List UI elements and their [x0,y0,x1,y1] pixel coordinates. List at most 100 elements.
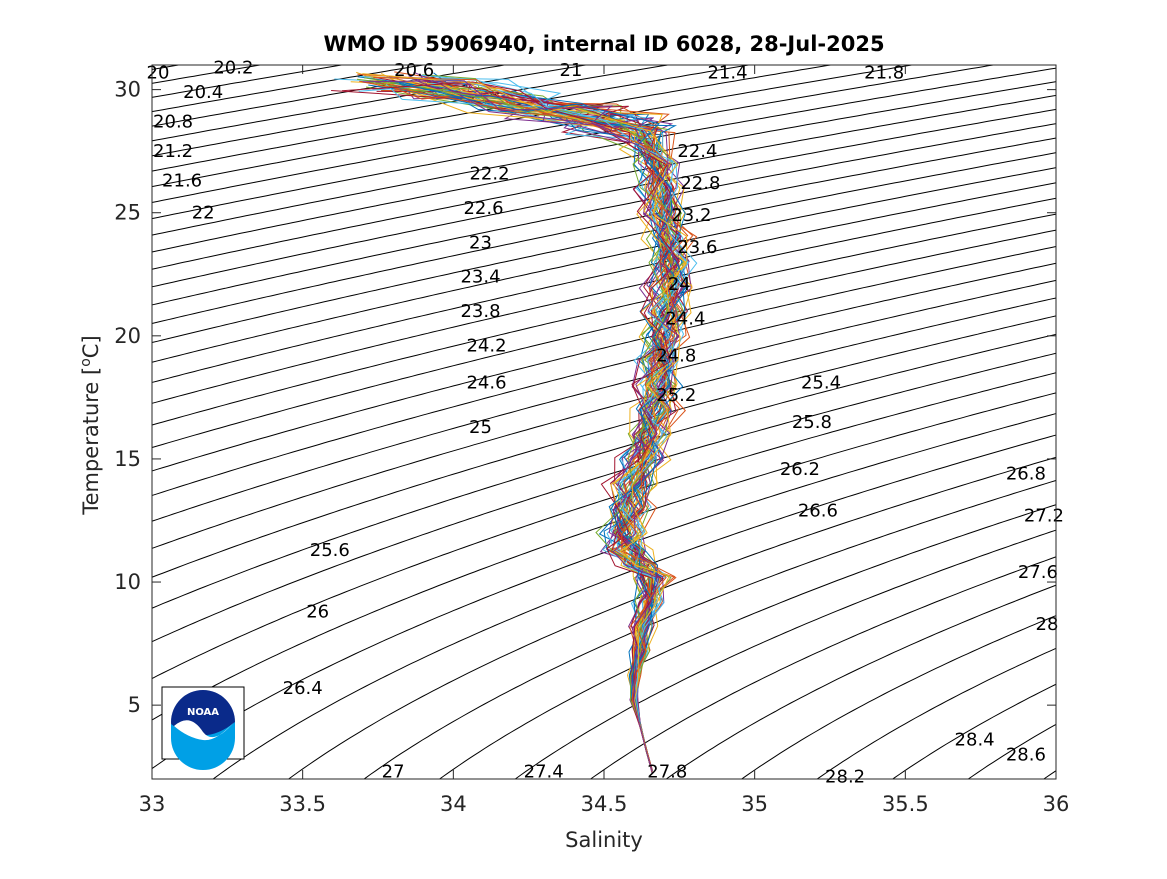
contour-label: 26.4 [283,678,323,699]
contour-labels: 20 20.2 20.6 21 21.4 21.8 20.4 20.8 21.2 21.6 22 22… [147,58,1064,788]
profile-line [362,80,679,772]
contour-label: 24.6 [466,373,506,394]
contour-label: 25.4 [801,373,841,394]
isopycnal-contours [152,65,1056,779]
isopycnal-line [740,615,1056,779]
contour-label: 24.2 [466,336,506,357]
isopycnal-line [514,529,1056,779]
x-tick-label: 33 [139,792,166,816]
contour-label: 23.8 [460,301,500,322]
isopycnal-line [152,152,1056,344]
contour-label: 26 [306,602,329,623]
contour-label: 25.6 [310,540,350,561]
contour-label: 26.8 [1006,464,1046,485]
isopycnal-line [152,94,1056,270]
contour-label: 25 [469,417,492,438]
y-tick-label: 30 [114,78,141,102]
isopycnal-line [152,65,426,113]
contour-label: 22 [192,203,215,224]
contour-label: 23.2 [671,205,711,226]
x-tick-label: 34.5 [581,792,628,816]
profile-line [394,82,686,772]
x-tick-label: 36 [1043,792,1070,816]
noaa-gull-icon [174,720,234,741]
contour-label: 20.8 [153,112,193,133]
profile-lines [331,71,698,774]
isopycnal-line [891,683,1056,779]
contour-label: 28.6 [1006,744,1046,765]
y-tick-label: 10 [114,570,141,594]
profile-line [373,77,689,771]
y-tick-label: 15 [114,447,141,471]
contour-label: 23.6 [677,237,717,258]
contour-label: 24.8 [656,346,696,367]
isopycnal-line [967,723,1056,779]
isopycnal-line [1042,770,1056,779]
profile-line [361,81,677,773]
contour-label: 25.2 [656,385,696,406]
contour-label: 27 [382,762,405,783]
noaa-logo: NOAA [161,686,245,770]
y-axis-label: Temperature [oC] [78,335,103,515]
isopycnal-line [152,108,1056,288]
contour-label: 24.4 [665,309,705,330]
isopycnal-line [152,297,1056,549]
isopycnal-line [152,65,345,98]
isopycnal-line [152,123,1056,306]
contour-label: 27.8 [647,762,687,783]
chart-title: WMO ID 5906940, internal ID 6028, 28-Jul… [323,32,884,56]
contour-label: 21.8 [864,62,904,83]
isopycnal-line [152,65,671,157]
y-tick-label: 25 [114,201,141,225]
isopycnal-line [438,504,1056,779]
isopycnal-line [152,352,1056,643]
contour-label: 27.6 [1018,562,1058,583]
x-tick-label: 35 [741,792,768,816]
contour-label: 28 [1036,614,1059,635]
contour-label: 20.2 [213,58,253,79]
contour-label: 20.4 [183,82,223,103]
isopycnal-line [589,556,1056,779]
isopycnal-line [152,197,1056,404]
isopycnal-line [152,65,508,127]
isopycnal-line [152,137,1056,325]
isopycnal-line [152,167,1056,363]
contour-label: 24 [668,274,691,295]
isopycnal-line [152,81,1056,253]
contour-label: 21.6 [162,171,202,192]
contour-label: 26.6 [798,501,838,522]
profile-line [362,73,688,772]
y-axis-ticks: 5 10 15 20 25 30 [114,78,1056,717]
profile-line [398,82,689,772]
isopycnal-line [152,245,1056,472]
isopycnal-line [152,67,1056,236]
contour-label: 27.2 [1024,506,1064,527]
contour-label: 26.2 [780,459,820,480]
contour-label: 22.2 [469,163,509,184]
contour-label: 23.4 [460,267,500,288]
contour-label: 22.4 [677,141,717,162]
isopycnal-line [152,262,1056,496]
x-tick-label: 33.5 [279,792,326,816]
isopycnal-line [152,65,915,204]
contour-label: 28.4 [955,730,995,751]
isopycnal-line [152,229,1056,449]
contour-label: 22.8 [680,173,720,194]
isopycnal-line [152,182,1056,383]
y-tick-label: 20 [114,324,141,348]
isopycnal-line [152,65,590,142]
isopycnal-line [212,434,1056,779]
contour-label: 28.2 [825,767,865,788]
contour-label: 21 [559,60,582,81]
noaa-logo-text: NOAA [187,707,219,718]
isopycnal-line [152,333,1056,609]
profile-line [409,76,682,773]
isopycnal-line [152,213,1056,426]
profile-line [412,79,688,773]
isopycnal-line [152,279,1056,522]
contour-label: 20 [147,62,170,83]
contour-label: 23 [469,232,492,253]
x-tick-label: 34 [440,792,467,816]
